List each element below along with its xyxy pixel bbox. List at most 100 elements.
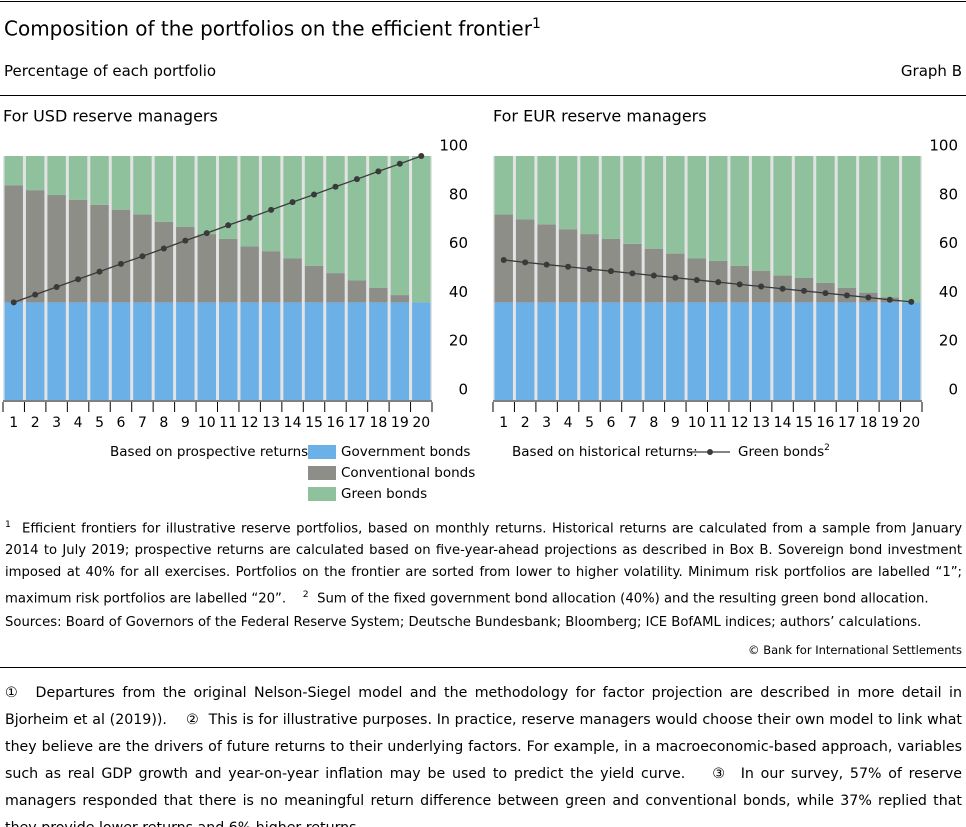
bar-segment xyxy=(304,265,324,303)
x-tick-label: 5 xyxy=(95,415,104,431)
bar-segment xyxy=(558,302,578,400)
legend-point xyxy=(707,449,713,455)
bar-segment xyxy=(261,302,281,400)
line xyxy=(13,155,422,304)
bar-segment xyxy=(412,156,431,303)
x-tick-label: 6 xyxy=(607,415,616,431)
note-marker: 1 xyxy=(5,519,11,530)
bar-segment xyxy=(494,302,513,400)
bar-segment xyxy=(133,302,152,400)
x-tick-label: 15 xyxy=(795,415,813,431)
bar-segment xyxy=(687,156,706,259)
bar-segment xyxy=(47,302,66,400)
legend-name: Conventional bonds xyxy=(341,465,475,481)
bar-segment xyxy=(558,156,578,230)
note-text: Sum of the fixed government bond allocat… xyxy=(317,591,929,607)
bar-segment xyxy=(794,302,814,400)
legend-title: Based on prospective returns: xyxy=(110,444,313,460)
header-rule xyxy=(0,95,966,96)
x-tick-label: 8 xyxy=(159,415,168,431)
bar-segment xyxy=(68,302,88,400)
x-tick-label: 15 xyxy=(305,415,323,431)
legend-label: Conventional bonds xyxy=(341,465,475,481)
bar-segment xyxy=(133,156,152,215)
line-point xyxy=(522,259,529,266)
line-point xyxy=(736,281,743,288)
bar-segment xyxy=(751,302,771,400)
title: Composition of the portfolios on the eff… xyxy=(4,16,541,41)
bar-segment xyxy=(283,258,302,303)
x-tick-label: 2 xyxy=(31,415,40,431)
body-marker: ① xyxy=(5,685,21,701)
bar-segment xyxy=(412,302,431,400)
footnotes: 1 Efficient frontiers for illustrative r… xyxy=(5,514,962,611)
bar-segment xyxy=(261,156,281,252)
bar-segment xyxy=(666,302,685,400)
bar-segment xyxy=(154,302,174,400)
bar-segment xyxy=(90,302,109,400)
x-tick-label: 9 xyxy=(181,415,190,431)
bar-segment xyxy=(176,302,195,400)
bar-segment xyxy=(90,204,109,303)
x-tick-label: 4 xyxy=(74,415,83,431)
y-tick-label: 60 xyxy=(939,234,958,252)
x-tick-label: 20 xyxy=(412,415,430,431)
y-tick-label: 20 xyxy=(449,332,468,350)
bar-segment xyxy=(515,156,535,220)
footer-rule xyxy=(0,667,966,668)
x-tick-label: 4 xyxy=(564,415,573,431)
x-tick-label: 8 xyxy=(649,415,658,431)
bar-segment xyxy=(369,156,388,288)
x-tick-label: 5 xyxy=(585,415,594,431)
bar-segment xyxy=(390,295,410,303)
bar-segment xyxy=(90,156,109,205)
line-point xyxy=(908,298,915,305)
bar-segment xyxy=(25,302,45,400)
bar-segment xyxy=(304,156,324,266)
y-tick-label: 80 xyxy=(449,185,468,203)
legend-label: Government bonds xyxy=(341,444,470,460)
bar-segment xyxy=(25,156,45,191)
x-tick-label: 12 xyxy=(731,415,749,431)
bar-segment xyxy=(902,302,921,400)
line-point xyxy=(182,237,189,244)
line-point xyxy=(650,272,657,279)
line-point xyxy=(117,260,124,267)
y-tick-label: 40 xyxy=(939,283,958,301)
bar-segment xyxy=(601,156,621,239)
x-tick-label: 11 xyxy=(709,415,727,431)
body-text: ① Departures from the original Nelson-Si… xyxy=(5,680,962,827)
x-tick-label: 17 xyxy=(348,415,366,431)
bar-segment xyxy=(283,302,302,400)
bar-segment xyxy=(111,302,131,400)
line-point xyxy=(865,294,872,301)
line-point xyxy=(543,261,550,268)
line-point xyxy=(203,230,210,237)
top-rule xyxy=(0,1,966,2)
line-point xyxy=(32,291,39,298)
bar-segment xyxy=(240,156,259,247)
bar-segment xyxy=(240,246,259,303)
line-point xyxy=(268,206,275,213)
x-tick-label: 6 xyxy=(117,415,126,431)
bar-segment xyxy=(219,156,238,239)
bar-segment xyxy=(515,302,535,400)
legend-name: Green bonds xyxy=(341,486,427,502)
line-point xyxy=(672,274,679,281)
bar-segment xyxy=(902,156,921,303)
legend-note: 2 xyxy=(824,443,830,453)
line-point xyxy=(629,270,636,277)
line-point xyxy=(311,191,318,198)
body-paragraph: Departures from the original Nelson-Sieg… xyxy=(5,685,962,728)
line-point xyxy=(246,214,253,221)
plot-background xyxy=(493,156,922,400)
bar-segment xyxy=(261,251,281,303)
line-point xyxy=(607,268,614,275)
bar-segment xyxy=(176,156,195,227)
bar-segment xyxy=(347,156,367,281)
x-tick-label: 10 xyxy=(198,415,216,431)
x-tick-label: 11 xyxy=(219,415,237,431)
x-tick-label: 13 xyxy=(752,415,770,431)
